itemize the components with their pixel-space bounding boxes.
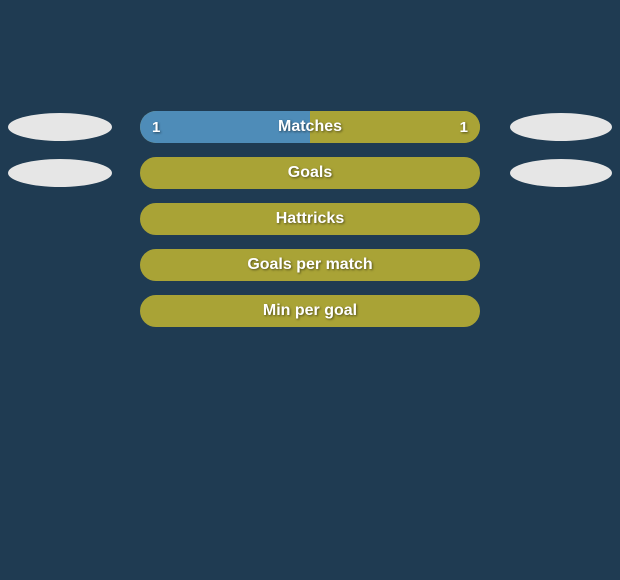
stat-row: Hattricks — [0, 203, 620, 235]
player1-photo-placeholder — [8, 159, 112, 187]
background — [0, 0, 620, 580]
stat-bar: Hattricks — [140, 203, 480, 235]
stat-row: 11Matches — [0, 111, 620, 143]
stat-bar: 11Matches — [140, 111, 480, 143]
player2-photo-placeholder — [510, 159, 612, 187]
stat-bar: Goals — [140, 157, 480, 189]
stat-label: Goals per match — [141, 250, 479, 280]
stat-row: Goals — [0, 157, 620, 189]
stat-row: Min per goal — [0, 295, 620, 327]
stats-card: Gatica Jara vs Alucema Dinamarca Club co… — [0, 0, 620, 580]
player2-photo-placeholder — [510, 113, 612, 141]
stat-label: Goals — [141, 158, 479, 188]
stat-bar: Min per goal — [140, 295, 480, 327]
player1-photo-placeholder — [8, 113, 112, 141]
stat-label: Hattricks — [141, 204, 479, 234]
stat-label: Min per goal — [141, 296, 479, 326]
stat-bar: Goals per match — [140, 249, 480, 281]
stat-label: Matches — [140, 111, 480, 143]
stat-row: Goals per match — [0, 249, 620, 281]
